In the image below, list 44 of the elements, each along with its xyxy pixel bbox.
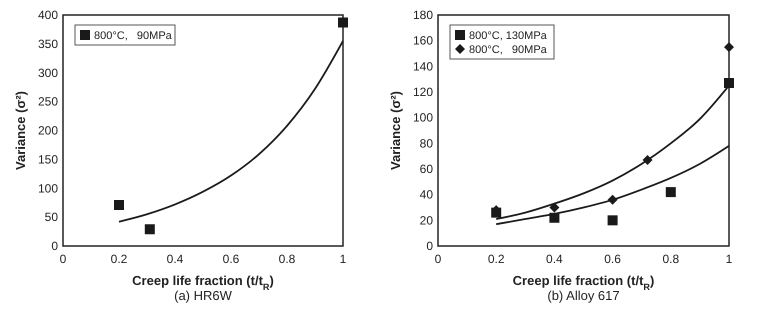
y-tick-label: 120: [412, 85, 434, 99]
y-tick-label: 60: [420, 162, 434, 176]
y-tick-label: 150: [38, 152, 58, 166]
x-tick-label: 0.4: [166, 252, 184, 266]
point: [114, 200, 124, 210]
y-tick-label: 140: [412, 59, 434, 74]
point: [608, 215, 618, 226]
y-tick-label: 250: [38, 94, 58, 109]
x-tick-label: 1: [340, 252, 347, 266]
point: [549, 202, 560, 212]
y-tick-label: 100: [38, 181, 58, 196]
point: [724, 78, 734, 88]
y-axis-title: Variance (σ²): [388, 91, 403, 170]
x-tick-label: 0.2: [488, 252, 505, 266]
x-tick-label: 0: [60, 252, 67, 266]
y-tick-label: 100: [412, 110, 434, 125]
y-tick-label: 200: [38, 124, 58, 138]
y-tick-label: 80: [420, 136, 434, 150]
point: [724, 42, 734, 52]
x-tick-label: 0.8: [662, 252, 680, 266]
point: [338, 18, 348, 28]
y-tick-label: 400: [38, 8, 58, 22]
x-tick-label: 0.4: [546, 252, 564, 266]
y-tick-label: 300: [38, 66, 58, 80]
point: [666, 187, 676, 198]
x-tick-label: 0.2: [110, 252, 128, 266]
y-tick-label: 350: [38, 36, 58, 51]
y-tick-label: 160: [412, 34, 434, 48]
legend-label: 800°C, 130MPa: [469, 30, 548, 42]
y-tick-label: 20: [420, 213, 434, 228]
y-axis-title: Variance (σ²): [13, 91, 28, 170]
y-tick-label: 40: [420, 188, 434, 202]
legend-label: 800°C, 90MPa: [94, 30, 173, 42]
legend-label: 800°C, 90MPa: [469, 44, 548, 56]
x-tick-label: 0.6: [222, 252, 240, 266]
point: [144, 224, 155, 234]
x-tick-label: 0.6: [604, 252, 622, 266]
x-tick-label: 1: [726, 252, 733, 266]
y-tick-label: 50: [44, 210, 58, 224]
y-tick-label: 0: [51, 239, 58, 253]
x-tick-label: 0: [434, 252, 442, 266]
y-tick-label: 180: [412, 8, 434, 22]
y-tick-label: 0: [426, 239, 434, 253]
x-tick-label: 0.8: [278, 252, 296, 266]
